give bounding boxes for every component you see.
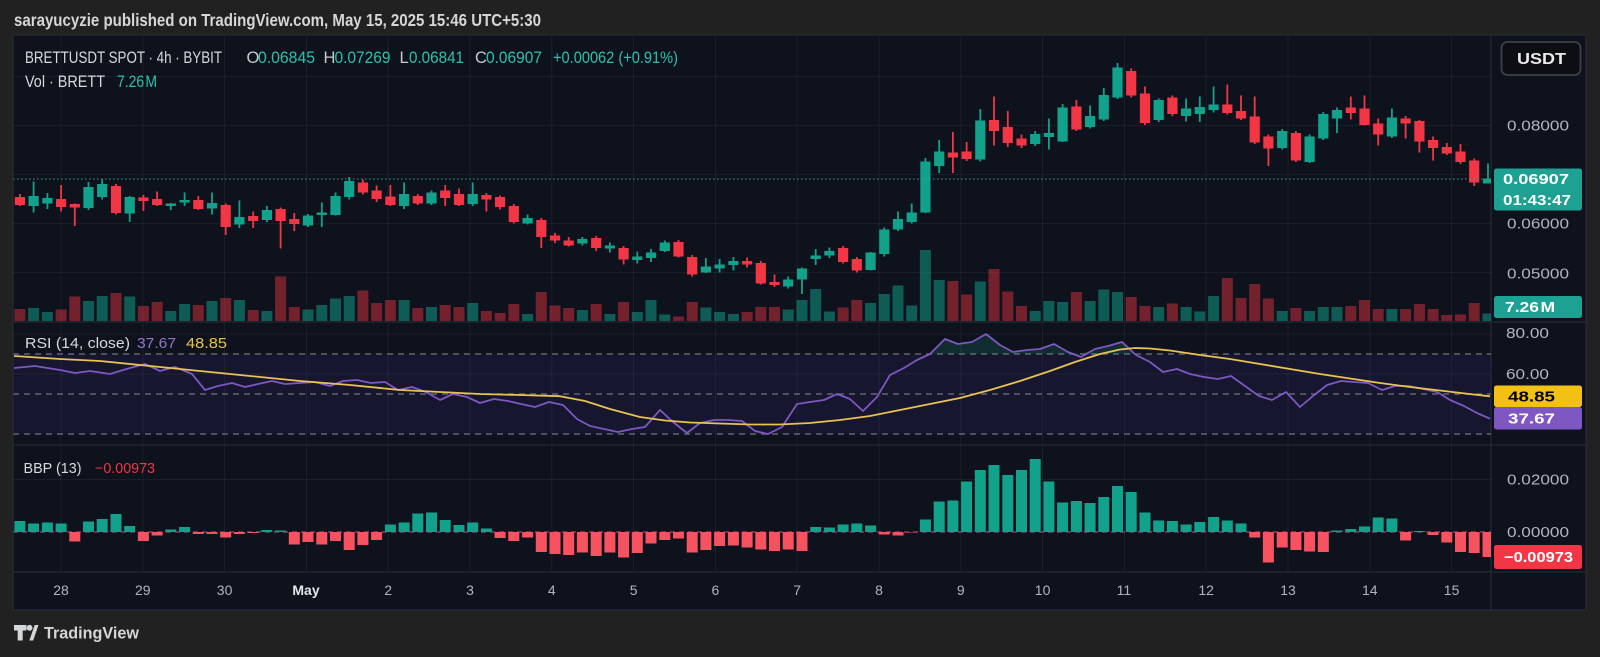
svg-text:6: 6 (712, 582, 720, 598)
svg-text:15: 15 (1444, 582, 1460, 598)
svg-text:29: 29 (135, 582, 151, 598)
svg-text:0.08000: 0.08000 (1507, 119, 1569, 135)
svg-text:0.02000: 0.02000 (1507, 473, 1569, 489)
svg-text:3: 3 (466, 582, 474, 598)
svg-text:9: 9 (957, 582, 965, 598)
svg-text:+0.00062 (+0.91%): +0.00062 (+0.91%) (553, 49, 678, 67)
svg-text:80.00: 80.00 (1506, 326, 1549, 342)
svg-text:May: May (292, 582, 319, 598)
svg-text:48.85: 48.85 (1508, 388, 1555, 405)
svg-text:H: H (324, 49, 336, 67)
svg-text:0.06907: 0.06907 (1503, 171, 1569, 188)
svg-text:12: 12 (1198, 582, 1214, 598)
svg-text:0.06845: 0.06845 (258, 49, 315, 67)
svg-text:37.67: 37.67 (137, 336, 176, 352)
svg-text:−0.00973: −0.00973 (1504, 549, 1573, 566)
svg-text:BRETTUSDT SPOT · 4h · BYBIT: BRETTUSDT SPOT · 4h · BYBIT (25, 49, 222, 67)
svg-text:0.06907: 0.06907 (486, 49, 542, 67)
svg-text:RSI (14, close): RSI (14, close) (25, 336, 130, 352)
svg-text:13: 13 (1280, 582, 1296, 598)
svg-text:sarayucyzie published on Tradi: sarayucyzie published on TradingView.com… (14, 10, 541, 30)
svg-text:01:43:47: 01:43:47 (1503, 192, 1571, 209)
svg-text:28: 28 (53, 582, 69, 598)
svg-text:4: 4 (548, 582, 556, 598)
svg-text:0.06841: 0.06841 (409, 49, 464, 67)
svg-text:C: C (475, 49, 487, 67)
svg-text:−0.00973: −0.00973 (95, 461, 155, 477)
svg-text:0.06000: 0.06000 (1507, 217, 1569, 233)
svg-text:TradingView: TradingView (44, 624, 140, 643)
svg-text:L: L (400, 49, 409, 67)
svg-text:30: 30 (217, 582, 233, 598)
svg-text:Vol · BRETT: Vol · BRETT (25, 73, 105, 91)
svg-text:37.67: 37.67 (1508, 410, 1555, 427)
svg-text:0.00000: 0.00000 (1507, 525, 1569, 541)
svg-text:0.07269: 0.07269 (335, 49, 391, 67)
svg-text:USDT: USDT (1517, 51, 1567, 68)
svg-text:48.85: 48.85 (186, 336, 227, 352)
svg-text:11: 11 (1117, 582, 1132, 598)
svg-text:O: O (247, 49, 260, 67)
svg-text:60.00: 60.00 (1506, 367, 1549, 383)
svg-text:8: 8 (875, 582, 883, 598)
svg-text:7.26 M: 7.26 M (1505, 299, 1555, 316)
svg-text:7.26 M: 7.26 M (117, 73, 157, 91)
svg-text:7: 7 (793, 582, 801, 598)
svg-text:14: 14 (1362, 582, 1378, 598)
svg-text:BBP (13): BBP (13) (24, 461, 82, 477)
svg-text:2: 2 (384, 582, 392, 598)
svg-text:10: 10 (1035, 582, 1051, 598)
svg-text:0.05000: 0.05000 (1507, 267, 1569, 283)
svg-text:5: 5 (630, 582, 638, 598)
